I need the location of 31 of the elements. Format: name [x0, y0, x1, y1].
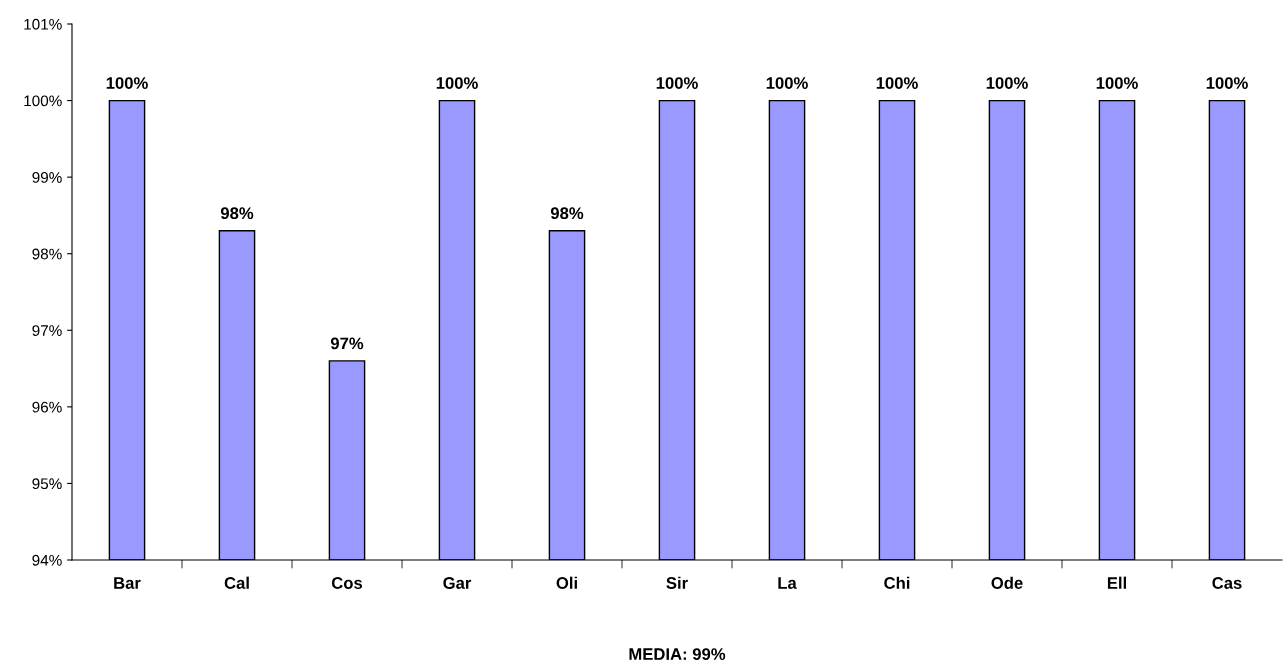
y-tick-label: 100%: [24, 95, 62, 107]
x-tick-label: Cos: [331, 577, 363, 589]
data-label: 100%: [876, 77, 918, 89]
data-label: 100%: [1206, 77, 1248, 89]
data-label: 100%: [656, 77, 698, 89]
x-tick-label: Gar: [443, 577, 472, 589]
data-label: 100%: [106, 77, 148, 89]
y-tick-label: 97%: [32, 325, 62, 336]
x-tick-label: Cas: [1212, 577, 1242, 589]
x-tick-label: Oli: [556, 576, 577, 589]
y-tick-label: 98%: [32, 248, 62, 260]
x-tick-label: La: [778, 577, 797, 589]
x-tick-label: Sir: [666, 576, 688, 589]
y-tick-label: 94%: [32, 554, 62, 566]
data-label: 100%: [986, 77, 1028, 89]
y-tick-label: 99%: [32, 172, 62, 183]
x-tick-label: Ode: [991, 576, 1023, 589]
y-tick-label: 96%: [32, 401, 62, 413]
y-tick-label: 101%: [24, 18, 62, 30]
x-axis-title: MEDIA: 99%: [629, 648, 726, 660]
data-label: 100%: [1096, 77, 1138, 89]
x-tick-label: Cal: [224, 576, 249, 589]
x-tick-label: Chi: [884, 576, 910, 589]
y-tick-label: 95%: [32, 478, 62, 490]
data-label: 97%: [330, 337, 364, 350]
data-label: 100%: [436, 77, 478, 89]
data-label: 98%: [220, 207, 254, 220]
x-tick-label: Bar: [114, 577, 141, 589]
x-tick-label: Ell: [1107, 576, 1127, 589]
data-label: 100%: [766, 77, 808, 89]
data-label: 98%: [550, 207, 584, 220]
